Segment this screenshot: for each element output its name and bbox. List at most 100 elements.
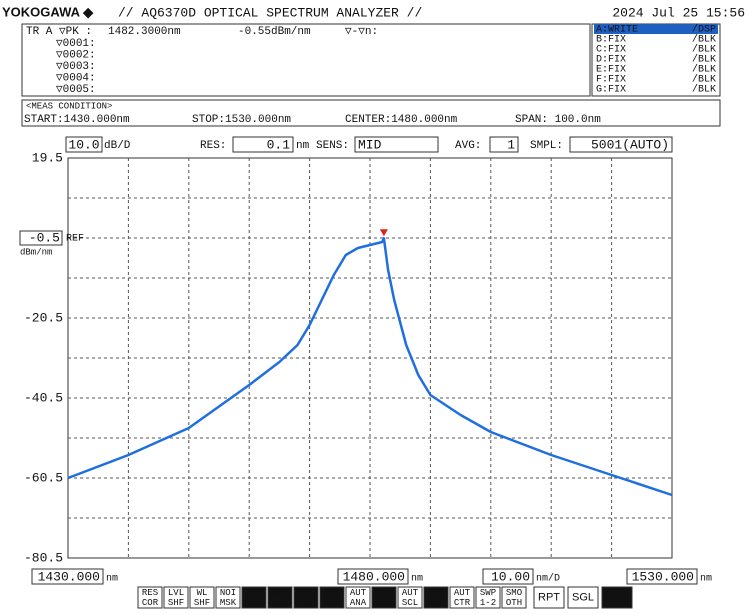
soft-key[interactable] <box>371 586 397 609</box>
smpl-label: SMPL: <box>530 140 563 152</box>
soft-key-label[interactable]: ANA <box>350 598 367 608</box>
soft-key-label[interactable]: LVL <box>168 588 184 598</box>
soft-key-label[interactable]: 1-2 <box>480 598 496 608</box>
trace-mode: /BLK <box>692 64 716 76</box>
ref-box <box>19 230 63 246</box>
x-unit: nm <box>106 574 118 585</box>
soft-key-label[interactable]: RES <box>142 588 158 598</box>
x-axis-box <box>337 568 409 585</box>
soft-key-label[interactable]: CTR <box>454 598 471 608</box>
trace-highlight <box>594 24 718 34</box>
soft-key[interactable] <box>267 586 293 609</box>
soft-key[interactable] <box>475 586 501 609</box>
soft-key-label[interactable]: AUT <box>324 588 341 598</box>
marker-row: ▽0005: <box>56 84 96 96</box>
soft-key[interactable] <box>501 586 527 609</box>
trace-name: G:FIX <box>596 85 626 96</box>
y-tick-label: -80.5 <box>24 550 63 565</box>
x-axis-box <box>31 568 104 585</box>
soft-key-label[interactable]: OFS <box>324 598 340 608</box>
soft-key-label[interactable]: SRC <box>272 588 289 598</box>
soft-key-label[interactable]: 1-2 <box>272 598 288 608</box>
trace-mode: /BLK <box>692 34 716 46</box>
x-tick-label: 1430.000 <box>38 569 100 584</box>
marker-row: ▽0004: <box>56 72 96 84</box>
y-unit: dBm/nm <box>20 247 52 257</box>
soft-key[interactable] <box>189 586 215 609</box>
meas-center: CENTER:1480.000nm <box>345 114 458 126</box>
res-unit: nm <box>296 140 310 152</box>
res: 0.1 <box>267 137 291 152</box>
soft-key[interactable] <box>345 586 371 609</box>
soft-key[interactable] <box>241 586 267 609</box>
soft-key-label[interactable]: SHF <box>194 598 210 608</box>
meas-start: START:1430.000nm <box>24 114 130 126</box>
soft-key-label[interactable]: AUT <box>402 588 419 598</box>
soft-key-label[interactable]: COR <box>142 598 159 608</box>
soft-key-label[interactable]: WL <box>197 588 208 598</box>
soft-key[interactable] <box>319 586 345 609</box>
trace-name: C:FIX <box>596 45 626 56</box>
soft-key[interactable] <box>397 586 423 609</box>
trace-name: E:FIX <box>596 65 626 76</box>
soft-key-label[interactable]: SWP <box>480 588 496 598</box>
soft-key[interactable] <box>601 586 633 609</box>
x-axis-box <box>482 568 534 585</box>
soft-key-label[interactable]: MSK <box>220 598 237 608</box>
model-title: // AQ6370D OPTICAL SPECTRUM ANALYZER // <box>118 5 422 20</box>
x-div: 10.00 <box>491 569 530 584</box>
soft-key-label[interactable]: AUT <box>428 588 445 598</box>
ref-value: -0.5 <box>29 230 60 245</box>
trace-panel <box>591 23 721 97</box>
soft-key-label[interactable]: AUT <box>376 588 393 598</box>
soft-key-label[interactable]: NOI <box>220 588 236 598</box>
trace-name: B:FIX <box>596 35 626 46</box>
soft-key-label[interactable]: SGL <box>572 591 594 603</box>
trace-name: D:FIX <box>596 55 626 66</box>
avg-label: AVG: <box>455 140 481 152</box>
soft-key-label[interactable]: STP <box>606 591 627 603</box>
soft-key-label[interactable]: AUT <box>350 588 367 598</box>
soft-key[interactable] <box>293 586 319 609</box>
smpl: 5001(AUTO) <box>591 137 669 152</box>
soft-key-label[interactable]: SRC <box>246 588 263 598</box>
marker-prefix: TR A ▽PK : <box>26 26 92 38</box>
sens: MID <box>358 137 382 152</box>
marker-level: -0.55dBm/nm <box>238 26 311 38</box>
soft-key[interactable] <box>163 586 189 609</box>
x-tick-label: 1480.000 <box>343 569 405 584</box>
soft-key-label[interactable]: SMO <box>506 588 522 598</box>
meas-title: <MEAS CONDITION> <box>26 101 112 111</box>
soft-key-label[interactable]: VAC <box>298 588 315 598</box>
meas-span: SPAN: 100.0nm <box>515 114 601 126</box>
peak-marker <box>379 229 388 237</box>
soft-key[interactable] <box>533 586 565 609</box>
soft-key[interactable] <box>137 586 163 609</box>
soft-key-label[interactable]: AUT <box>454 588 471 598</box>
soft-key-label[interactable]: SCL <box>402 598 418 608</box>
soft-key-label[interactable]: OTH <box>506 598 522 608</box>
marker-row: ▽0003: <box>56 61 96 73</box>
soft-key[interactable] <box>449 586 475 609</box>
soft-key-label[interactable]: RPT <box>538 591 560 603</box>
trace-mode: /BLK <box>692 84 716 96</box>
trace-mode: /BLK <box>692 54 716 66</box>
x-tick-label: 1530.000 <box>632 569 694 584</box>
soft-key-label[interactable]: SRC <box>376 598 393 608</box>
res-box <box>232 136 294 153</box>
soft-key[interactable] <box>567 586 599 609</box>
res-label: RES: <box>200 140 226 152</box>
trace-mode: /BLK <box>692 74 716 86</box>
y-tick-label: -40.5 <box>24 390 63 405</box>
soft-key-label[interactable]: REF <box>428 598 444 608</box>
soft-key-label[interactable]: SHF <box>168 598 184 608</box>
ydiv-unit: dB/D <box>104 140 131 152</box>
y-tick-label: -20.5 <box>24 310 63 325</box>
soft-key-label[interactable]: WL <box>301 598 312 608</box>
spectrum-trace <box>67 236 673 497</box>
soft-key-label[interactable]: ZOM <box>246 598 262 608</box>
soft-key[interactable] <box>423 586 449 609</box>
marker-row: ▽0002: <box>56 49 96 61</box>
soft-key[interactable] <box>215 586 241 609</box>
